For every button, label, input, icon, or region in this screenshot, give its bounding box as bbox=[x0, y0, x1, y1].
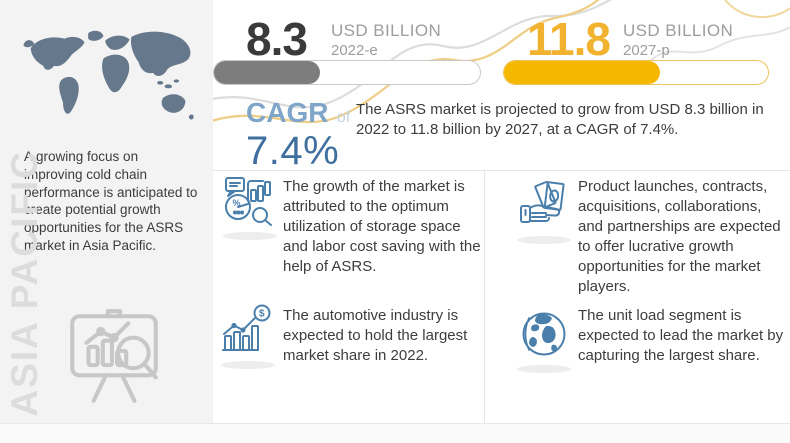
market-research-easel-icon bbox=[58, 306, 170, 408]
year-label: 2022-e bbox=[331, 42, 378, 59]
highlight-growth-drivers: The growth of the market is attributed t… bbox=[283, 178, 481, 275]
market-size-2027-value: 11.8 bbox=[527, 13, 611, 65]
icon-shadow bbox=[221, 361, 275, 369]
market-summary-text: The ASRS market is projected to grow fro… bbox=[356, 101, 764, 139]
highlight-opportunities: Product launches, contracts, acquisition… bbox=[578, 178, 781, 295]
bottom-strip bbox=[0, 423, 790, 443]
progress-bar-2022 bbox=[213, 60, 481, 85]
cagr-value: 7.4% bbox=[246, 129, 340, 173]
market-size-2027-meta: USD BILLION 2027-p bbox=[623, 21, 733, 59]
vertical-divider bbox=[484, 170, 485, 423]
unit-label: USD BILLION bbox=[623, 21, 734, 40]
progress-bar-2027 bbox=[503, 60, 769, 85]
svg-text:%: % bbox=[233, 198, 241, 208]
growth-chart-dollar-icon: $ bbox=[222, 304, 274, 356]
market-size-2022-meta: USD BILLION 2022-e bbox=[331, 21, 441, 59]
unit-label: USD BILLION bbox=[331, 21, 442, 40]
cagr-label: CAGR bbox=[246, 97, 329, 128]
region-sidebar: A growing focus on improving cold chain … bbox=[0, 0, 213, 423]
year-label: 2027-p bbox=[623, 42, 670, 59]
cagr-block: CAGR of 7.4% bbox=[246, 97, 350, 174]
highlight-automotive-segment: The automotive industry is expected to h… bbox=[283, 307, 468, 364]
progress-fill-2022 bbox=[214, 61, 321, 84]
highlight-unit-load-segment: The unit load segment is expected to lea… bbox=[578, 307, 784, 364]
market-analysis-icon: % bbox=[224, 175, 276, 227]
region-note: A growing focus on improving cold chain … bbox=[24, 149, 198, 254]
icon-shadow bbox=[223, 232, 277, 240]
horizontal-divider bbox=[213, 170, 790, 171]
progress-fill-2027 bbox=[504, 61, 660, 84]
icon-shadow bbox=[517, 236, 571, 244]
money-in-hand-icon bbox=[518, 179, 570, 231]
world-map bbox=[18, 16, 198, 146]
globe-icon bbox=[518, 308, 570, 360]
region-label: ASIA PACIFIC bbox=[4, 150, 45, 417]
svg-text:$: $ bbox=[259, 309, 265, 320]
cagr-of-label: of bbox=[336, 109, 351, 126]
market-size-2022-value: 8.3 bbox=[246, 13, 308, 65]
icon-shadow bbox=[517, 365, 571, 373]
